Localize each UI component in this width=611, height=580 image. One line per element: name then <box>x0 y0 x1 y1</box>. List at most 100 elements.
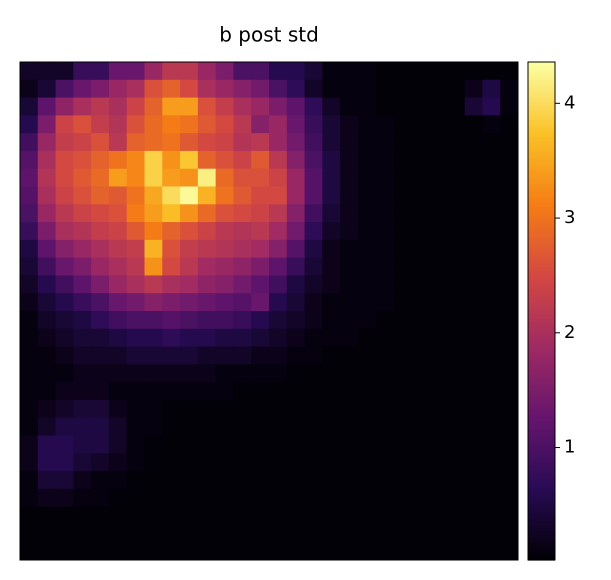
heatmap-cell <box>126 62 145 81</box>
heatmap-cell <box>197 488 217 508</box>
heatmap-cell <box>322 453 341 472</box>
heatmap-cell <box>482 79 501 99</box>
heatmap-cell <box>464 524 483 543</box>
heatmap-cell <box>429 453 448 472</box>
heatmap-cell <box>464 542 483 561</box>
heatmap-cell <box>126 524 145 543</box>
heatmap-cell <box>144 257 163 276</box>
heatmap-cell <box>357 222 377 241</box>
heatmap-cell <box>393 204 412 223</box>
heatmap-cell <box>162 133 181 152</box>
heatmap-cell <box>393 488 412 508</box>
heatmap-cell <box>286 542 306 561</box>
colorbar-segment <box>528 537 555 541</box>
colorbar-segment <box>528 159 555 163</box>
colorbar-segment <box>528 74 555 78</box>
colorbar-segment <box>528 363 555 367</box>
colorbar-segment <box>528 385 555 389</box>
heatmap-cell <box>251 186 270 205</box>
colorbar-segment <box>528 191 555 195</box>
colorbar-segment <box>528 121 555 125</box>
heatmap-cell <box>482 524 501 543</box>
colorbar-segment <box>528 462 555 466</box>
colorbar-segment <box>528 203 555 208</box>
heatmap-cell <box>20 150 39 170</box>
heatmap-cell <box>180 275 199 294</box>
colorbar-segment <box>528 253 555 257</box>
heatmap-cell <box>411 488 430 508</box>
heatmap-cell <box>144 168 163 187</box>
colorbar-segment <box>528 388 555 392</box>
heatmap-cell <box>251 417 270 436</box>
heatmap-cell <box>91 97 110 116</box>
heatmap-cell <box>286 435 306 454</box>
heatmap-cell <box>251 115 270 134</box>
heatmap-cell <box>37 239 57 259</box>
colorbar-segment <box>528 196 555 200</box>
heatmap-cell <box>215 311 234 330</box>
heatmap-cell <box>304 79 323 99</box>
heatmap-cell <box>464 328 483 348</box>
colorbar-segment <box>528 96 555 100</box>
heatmap-cell <box>304 222 323 241</box>
heatmap-cell <box>215 168 234 187</box>
heatmap-cell <box>20 417 39 436</box>
heatmap-cell <box>357 133 377 152</box>
heatmap-cell <box>357 488 377 508</box>
heatmap-cell <box>357 186 377 205</box>
heatmap-cell <box>73 453 92 472</box>
heatmap-cell <box>233 311 252 330</box>
colorbar-segment <box>528 231 555 235</box>
heatmap-cell <box>108 346 128 365</box>
heatmap-cell <box>108 186 128 205</box>
heatmap-cell <box>55 488 74 508</box>
heatmap-cell <box>37 97 57 116</box>
heatmap-cell <box>357 257 377 276</box>
heatmap-cell <box>55 542 74 561</box>
colorbar-segment <box>528 104 555 108</box>
heatmap-cell <box>73 239 92 259</box>
heatmap-cell <box>233 257 252 276</box>
heatmap-cell <box>357 293 377 312</box>
heatmap-cell <box>37 382 57 401</box>
colorbar-segment <box>528 71 555 76</box>
heatmap-cell <box>233 524 252 543</box>
heatmap-cell <box>215 417 234 436</box>
heatmap-cell <box>197 524 217 543</box>
heatmap-cell <box>304 453 323 472</box>
heatmap-cell <box>393 79 412 99</box>
colorbar-segment <box>528 418 555 422</box>
colorbar-segment <box>528 156 555 160</box>
heatmap-cell <box>37 471 57 490</box>
heatmap-cell <box>375 115 394 134</box>
heatmap-cell <box>73 488 92 508</box>
heatmap-cell <box>357 204 377 223</box>
colorbar-segment <box>528 76 555 81</box>
heatmap-cell <box>357 417 377 436</box>
heatmap-cell <box>126 328 145 348</box>
heatmap-cell <box>108 97 128 116</box>
heatmap-cell <box>464 133 483 152</box>
heatmap-cell <box>20 168 39 187</box>
heatmap-cell <box>73 257 92 276</box>
colorbar-segment <box>528 238 555 242</box>
heatmap-cell <box>304 275 323 294</box>
heatmap-cell <box>144 293 163 312</box>
heatmap-cell <box>144 417 163 436</box>
colorbar-segment <box>528 311 555 315</box>
heatmap-cell <box>233 62 252 81</box>
heatmap-cell <box>269 97 288 116</box>
heatmap-cell <box>251 97 270 116</box>
heatmap-cell <box>269 204 288 223</box>
colorbar-frame <box>527 61 556 561</box>
colorbar-segment <box>528 532 555 536</box>
heatmap-cell <box>197 542 217 561</box>
heatmap-cell <box>286 399 306 419</box>
colorbar-segment <box>528 510 555 514</box>
heatmap-cell <box>126 453 145 472</box>
colorbar-segment <box>528 457 555 461</box>
colorbar-segment <box>528 497 555 501</box>
colorbar-segment <box>528 355 555 359</box>
colorbar-segment <box>528 353 555 357</box>
heatmap-cell <box>20 133 39 152</box>
